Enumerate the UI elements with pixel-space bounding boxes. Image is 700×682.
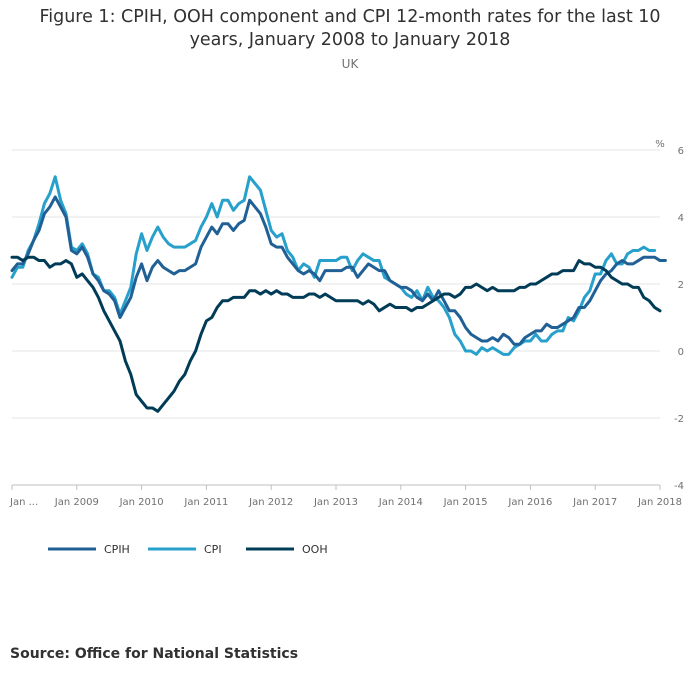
y-tick-label: -2 [674,414,684,425]
x-tick-label: Jan 2012 [248,497,293,508]
x-tick-label: Jan 2010 [119,497,164,508]
y-tick-label: 4 [678,213,684,224]
y-tick-label: -4 [674,481,684,492]
x-tick-label: Jan 2015 [443,497,488,508]
source-note: Source: Office for National Statistics [10,646,299,662]
x-tick-label: Jan 2009 [54,497,99,508]
x-axis: Jan ... Jan 2009 Jan 2010 Jan 2011 Jan 2012 J… [9,484,682,508]
x-tick-label: Jan 2017 [572,497,617,508]
chart-title-line-2: years, January 2008 to January 2018 [189,30,511,50]
chart-title-line-1: Figure 1: CPIH, OOH component and CPI 12… [39,7,661,27]
x-tick-label: Jan 2013 [313,497,358,508]
legend-label-cpi[interactable]: CPI [204,543,222,556]
x-tick-label: Jan 2014 [378,497,423,508]
x-tick-label: Jan 2016 [507,497,552,508]
legend: CPIH CPI OOH [48,543,328,556]
grid-lines [12,149,660,486]
series-line-cpih[interactable] [10,195,667,346]
series-line-ooh[interactable] [10,255,662,413]
y-tick-label: 0 [678,347,684,358]
legend-label-cpih[interactable]: CPIH [104,543,130,556]
chart-title: Figure 1: CPIH, OOH component and CPI 12… [0,6,700,52]
line-chart: -4 -2 0 2 4 6 % Jan ... Jan 2009 Jan 2010 Jan 20… [9,139,684,556]
chart-subtitle: UK [341,57,359,71]
x-tick-label: Jan 2011 [183,497,228,508]
y-tick-label: 6 [678,146,684,157]
x-tick-label: Jan 2018 [637,497,682,508]
legend-label-ooh[interactable]: OOH [302,543,328,556]
y-axis-unit-label: % [655,139,665,150]
y-tick-label: 2 [678,280,684,291]
y-axis-ticks: -4 -2 0 2 4 6 [674,146,684,492]
series-lines [10,175,667,413]
x-tick-label: Jan ... [9,497,38,508]
